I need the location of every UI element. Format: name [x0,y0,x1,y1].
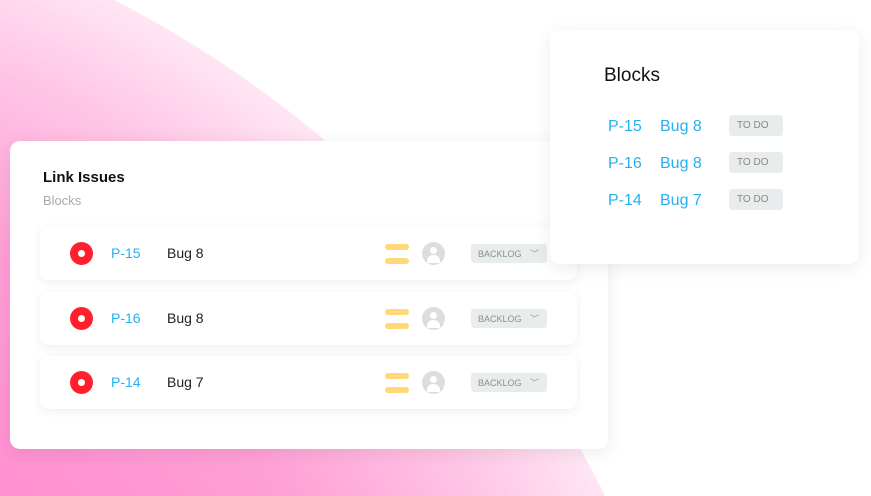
status-label: BACKLOG [478,378,522,388]
medium-priority-icon [385,373,409,393]
card-title: Blocks [604,65,660,86]
chevron-down-icon: ﹀ [529,378,539,388]
issue-name-link[interactable]: Bug 8 [660,155,702,172]
issue-key-link[interactable]: P-14 [608,192,642,209]
status-badge: TO DO [729,115,783,136]
status-badge: TO DO [729,152,783,173]
status-dropdown[interactable]: BACKLOG ﹀ [471,244,547,263]
blocks-card: Blocks P-15 Bug 8 TO DO P-16 Bug 8 TO DO… [550,30,859,264]
issue-row[interactable]: P-14 Bug 7 BACKLOG ﹀ [40,356,577,409]
issue-key-link[interactable]: P-15 [111,245,141,261]
highest-priority-icon [70,242,93,265]
issue-name: Bug 7 [167,374,204,390]
highest-priority-icon [70,307,93,330]
avatar[interactable] [422,371,445,394]
chevron-down-icon: ﹀ [529,314,539,324]
status-dropdown[interactable]: BACKLOG ﹀ [471,373,547,392]
issue-name: Bug 8 [167,310,204,326]
avatar[interactable] [422,242,445,265]
chevron-down-icon: ﹀ [529,249,539,259]
issue-key-link[interactable]: P-15 [608,118,642,135]
issue-key-link[interactable]: P-16 [608,155,642,172]
issue-name: Bug 8 [167,245,204,261]
issue-name-link[interactable]: Bug 8 [660,118,702,135]
link-issues-card: Link Issues Blocks P-15 Bug 8 BACKLOG ﹀ P… [10,141,608,449]
medium-priority-icon [385,244,409,264]
status-badge: TO DO [729,189,783,210]
issue-key-link[interactable]: P-16 [111,310,141,326]
block-row[interactable]: P-14 Bug 7 TO DO [608,189,808,213]
issue-row[interactable]: P-15 Bug 8 BACKLOG ﹀ [40,227,577,280]
status-label: BACKLOG [478,314,522,324]
issue-key-link[interactable]: P-14 [111,374,141,390]
medium-priority-icon [385,309,409,329]
issue-name-link[interactable]: Bug 7 [660,192,702,209]
block-row[interactable]: P-16 Bug 8 TO DO [608,152,808,176]
block-row[interactable]: P-15 Bug 8 TO DO [608,115,808,139]
issue-row[interactable]: P-16 Bug 8 BACKLOG ﹀ [40,292,577,345]
status-dropdown[interactable]: BACKLOG ﹀ [471,309,547,328]
card-title: Link Issues [43,169,125,186]
status-label: BACKLOG [478,249,522,259]
link-type-label: Blocks [43,193,82,208]
highest-priority-icon [70,371,93,394]
avatar[interactable] [422,307,445,330]
